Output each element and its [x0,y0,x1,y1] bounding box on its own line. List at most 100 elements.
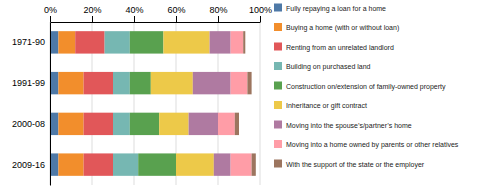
grid [50,22,260,185]
x-tick-label: 80% [209,5,227,15]
bar-segment [50,31,58,53]
bar-segment [58,153,83,175]
x-tick-mark [92,16,93,22]
series [50,31,58,176]
bar-segment [231,31,244,53]
bar-segment [218,113,235,135]
legend-label: With the support of the state or the emp… [286,161,425,169]
bar-segment [193,72,231,94]
x-tick: 20% [83,5,101,22]
y-tick: 1991-99 [12,78,50,88]
bar-segment [50,113,58,135]
legend-item: Inheritance or gift contract [274,101,367,110]
bar-segment [151,72,193,94]
bar-segment [58,72,83,94]
bar-segment [231,153,252,175]
bars [50,31,256,176]
bar-segment [231,72,248,94]
bar-segment [84,153,113,175]
legend-item: Construction on/extension of family-owne… [274,82,446,91]
bar-segment [189,113,218,135]
bar-segment [130,31,164,53]
bar-segment [105,31,130,53]
bar-segment [113,153,138,175]
bar-segment [50,72,58,94]
legend-label: Renting from an unrelated landlord [286,44,394,52]
x-tick-label: 0% [44,5,57,15]
plot: 0% 20% 40% 60% 80% 100% 1971-90 1991-99 2000-08 2… [12,5,272,186]
legend-item: Fully repaying a loan for a home [274,4,386,13]
bar-segment [176,153,214,175]
legend-label: Moving into a home owned by parents or o… [286,141,459,149]
bar-segment [138,153,176,175]
x-tick-mark [260,16,261,22]
legend-item: Moving into the spouse’s/partner’s home [274,121,412,130]
bar-segment [159,113,188,135]
bar-segment [130,113,159,135]
grid-line [50,22,51,185]
x-tick: 40% [125,5,143,22]
series [151,31,214,176]
legend-swatch [274,101,282,109]
y-tick-label: 1991-99 [12,78,45,88]
legend-swatch [274,140,282,148]
x-axis: 0% 20% 40% 60% 80% 100% [44,5,272,23]
bar-segment [58,31,75,53]
legend-item: Moving into a home owned by parents or o… [274,140,459,149]
bar-segment [58,113,83,135]
x-tick-mark [134,16,135,22]
bar-segment [50,153,58,175]
bar-segment [243,31,245,53]
bar-segment [84,113,113,135]
bar-segment [113,113,130,135]
legend-label: Inheritance or gift contract [286,102,367,110]
legend-item: Renting from an unrelated landlord [274,43,394,52]
series [189,31,231,176]
series [235,31,256,176]
chart: 0% 20% 40% 60% 80% 100% 1971-90 1991-99 2000-08 2… [0,0,500,195]
x-tick: 100% [249,5,272,22]
x-tick: 0% [44,5,57,22]
grid-line [260,22,261,185]
x-tick-mark [218,16,219,22]
series [218,31,252,176]
legend-label: Construction on/extension of family-owne… [286,83,446,91]
y-axis: 1971-90 1991-99 2000-08 2009-16 [12,23,51,186]
y-tick: 1971-90 [12,37,50,47]
x-axis-line [51,22,261,23]
legend-label: Building on purchased land [286,63,371,71]
legend-item: Building on purchased land [274,62,371,71]
x-tick-label: 100% [249,5,272,15]
bar-segment [252,153,256,175]
x-tick-label: 20% [83,5,101,15]
legend-swatch [274,121,282,129]
bar-segment [235,113,239,135]
x-tick-label: 60% [167,5,185,15]
legend: Fully repaying a loan for a home Buying a… [274,4,459,169]
legend-swatch [274,62,282,70]
y-tick-label: 2009-16 [12,160,45,170]
legend-label: Fully repaying a loan for a home [286,5,386,13]
legend-swatch [274,160,282,168]
bar-segment [210,31,231,53]
x-tick: 80% [209,5,227,22]
x-tick-label: 40% [125,5,143,15]
bar-segment [130,72,151,94]
x-tick-mark [176,16,177,22]
x-tick: 60% [167,5,185,22]
bar-segment [113,72,130,94]
legend-label: Buying a home (with or without loan) [286,24,399,32]
legend-swatch [274,43,282,51]
legend-label: Moving into the spouse’s/partner’s home [286,122,412,130]
y-tick-label: 2000-08 [12,119,45,129]
y-tick: 2000-08 [12,119,50,129]
bar-segment [214,153,231,175]
y-axis-line [50,23,51,186]
y-tick-label: 1971-90 [12,37,45,47]
legend-item: Buying a home (with or without loan) [274,23,399,32]
legend-swatch [274,4,282,12]
y-tick: 2009-16 [12,160,50,170]
x-tick-mark [50,16,51,22]
legend-swatch [274,23,282,31]
bar-segment [84,72,113,94]
